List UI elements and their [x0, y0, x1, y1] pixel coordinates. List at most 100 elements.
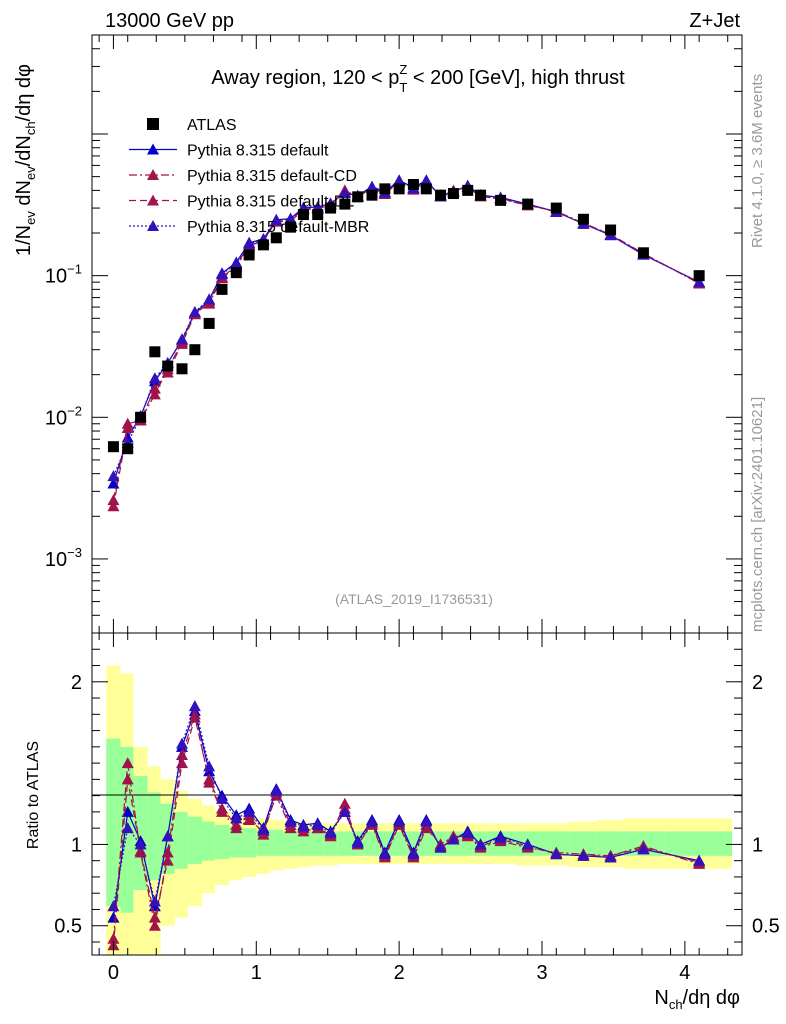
- analysis-id: (ATLAS_2019_I1736531): [335, 591, 493, 607]
- band-inner: [202, 821, 215, 861]
- ratio-marker-default-mbr: [243, 805, 256, 817]
- x-tick-label: 4: [679, 962, 690, 984]
- band-inner: [664, 831, 732, 856]
- band-inner: [147, 792, 161, 881]
- process-label: Z+Jet: [689, 10, 740, 32]
- main-marker-default-mbr: [420, 174, 433, 186]
- ratio-tick-label: 2: [71, 672, 82, 694]
- ratio-marker-default-cd: [107, 932, 120, 944]
- legend-marker: [147, 143, 159, 155]
- atlas-point: [407, 179, 419, 191]
- legend-label-4: Pythia 8.315 default-MBR: [187, 219, 369, 236]
- ratio-marker-default-dl: [216, 802, 228, 814]
- y-tick-exponent: −3: [67, 545, 82, 560]
- atlas-point: [420, 183, 432, 195]
- atlas-point: [135, 411, 147, 423]
- ratio-marker-default-mbr: [637, 843, 650, 855]
- y-tick-label: 10NaN: [34, 0, 82, 5]
- atlas-point: [339, 198, 351, 210]
- ratio-tick-label-right: 1: [752, 834, 763, 856]
- main-marker-default: [107, 477, 120, 489]
- legend: ATLAS Pythia 8.315 default Pythia 8.315 de…: [129, 117, 369, 236]
- ratio-marker-default-mbr: [393, 815, 406, 827]
- ratio-marker-default-mbr: [107, 900, 120, 912]
- atlas-point: [637, 247, 649, 259]
- ratio-marker-default-mbr: [494, 831, 507, 843]
- atlas-point: [693, 270, 705, 282]
- ratio-marker-default-dl: [161, 854, 174, 866]
- band-inner: [283, 831, 298, 856]
- ratio-marker-default-mbr: [577, 849, 590, 861]
- main-marker-default-dl: [107, 500, 120, 512]
- ratio-tick-label-right: 2: [752, 672, 763, 694]
- ratio-panel: 0.5 0.5 1 1 2 2 0 1 2 3 4: [54, 35, 780, 984]
- atlas-point: [243, 249, 255, 261]
- band-inner: [337, 831, 352, 856]
- atlas-point: [189, 344, 201, 356]
- main-marker-default-dl: [148, 382, 161, 394]
- ratio-marker-default-mbr: [176, 737, 188, 749]
- atlas-point: [203, 317, 215, 329]
- mcplots-note: mcplots.cern.ch [arXiv:2401.10621]: [749, 397, 766, 632]
- ratio-marker-default-mbr: [230, 812, 243, 824]
- main-marker-default-mbr: [693, 276, 706, 288]
- atlas-point: [122, 443, 134, 455]
- main-marker-default-cd: [148, 388, 161, 400]
- main-y-ticks: 10−3 10−2 10−1 10NaN: [34, 0, 742, 634]
- y-tick-label: 10−2: [45, 403, 82, 429]
- ratio-marker-default-mbr: [134, 838, 147, 850]
- main-marker-default-dl: [161, 366, 174, 378]
- y-axis-label-ratio: Ratio to ATLAS: [25, 741, 42, 849]
- ratio-marker-default-dl: [134, 844, 147, 856]
- main-marker-default-mbr: [393, 174, 406, 186]
- main-marker-default-mbr: [230, 257, 243, 269]
- ratio-marker-default-mbr: [366, 815, 378, 827]
- ratio-marker-default-mbr: [604, 851, 617, 863]
- ratio-marker-default-mbr: [474, 838, 487, 850]
- legend-marker: [147, 220, 159, 231]
- x-axis-label: Nch/dη dφ: [654, 987, 740, 1012]
- energy-label: 13000 GeV pp: [105, 10, 234, 32]
- ratio-marker-default-mbr: [257, 823, 270, 835]
- atlas-point: [462, 184, 474, 196]
- atlas-point: [107, 441, 119, 453]
- atlas-point: [605, 224, 617, 236]
- y-tick-exponent: −1: [67, 262, 82, 277]
- main-line-default-mbr: [112, 180, 700, 477]
- main-panel: Away region, 120 < pZ T < 200 [GeV], high…: [34, 0, 743, 634]
- ratio-marker-default-mbr: [378, 848, 391, 860]
- ratio-marker-default-dl: [121, 773, 134, 785]
- main-marker-default-mbr: [188, 305, 201, 317]
- main-marker-default-mbr: [284, 213, 297, 225]
- ratio-marker-default-mbr: [297, 820, 310, 832]
- ratio-marker-default-mbr: [351, 836, 364, 848]
- y-tick-label: 10−3: [45, 545, 82, 571]
- uncertainty-bands: [106, 665, 732, 955]
- legend-marker: [147, 194, 159, 206]
- atlas-point: [270, 232, 282, 244]
- main-marker-default-mbr: [243, 237, 256, 249]
- plot-title-post: < 200 [GeV], high thrust: [407, 67, 625, 89]
- y-tick-exponent: −2: [67, 403, 82, 418]
- atlas-point: [325, 202, 337, 214]
- atlas-point: [312, 209, 324, 221]
- band-inner: [187, 816, 202, 864]
- ratio-marker-default-mbr: [216, 792, 228, 804]
- main-marker-default-mbr: [148, 372, 161, 384]
- band-inner: [214, 824, 230, 860]
- y-axis-label-main: 1/Nev dNev/dNch/dη dφ: [13, 64, 38, 256]
- legend-marker: [147, 169, 159, 180]
- x-tick-label: 1: [251, 962, 262, 984]
- atlas-point: [176, 363, 188, 375]
- main-data: [107, 174, 706, 512]
- atlas-point: [379, 183, 391, 195]
- atlas-point: [230, 267, 242, 279]
- main-marker-default-mbr: [216, 268, 228, 280]
- atlas-point: [257, 239, 269, 251]
- atlas-point: [435, 189, 447, 201]
- ratio-marker-default-mbr: [203, 760, 216, 772]
- ratio-marker-default-mbr: [121, 822, 134, 834]
- band-inner: [106, 738, 121, 907]
- atlas-point: [577, 213, 589, 225]
